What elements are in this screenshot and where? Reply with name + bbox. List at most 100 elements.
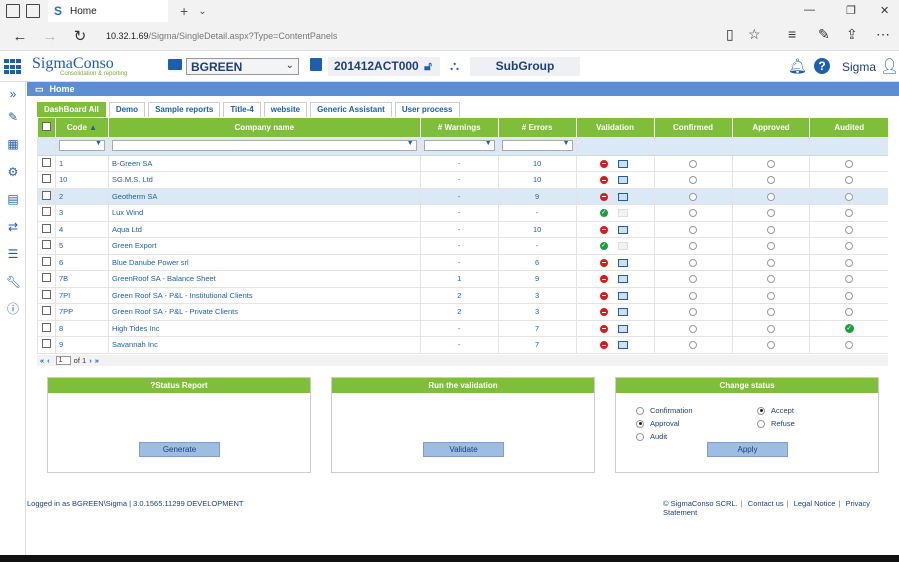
audited-radio[interactable] bbox=[845, 275, 854, 284]
table-row[interactable]: 9 Savannah Inc -7 bbox=[37, 336, 888, 354]
option-confirmation[interactable]: Confirmation bbox=[636, 406, 693, 415]
option-approval[interactable]: Approval bbox=[636, 419, 680, 428]
filter-icon[interactable]: ▼ bbox=[484, 140, 492, 148]
generate-button[interactable]: Generate bbox=[139, 442, 220, 457]
forward-arrow-icon[interactable]: → bbox=[42, 27, 58, 45]
confirmed-radio[interactable] bbox=[689, 209, 698, 218]
tab-demo[interactable]: Demo bbox=[108, 102, 146, 117]
app-launcher-icon[interactable] bbox=[4, 59, 22, 75]
period-selector[interactable]: 201412ACT000 🔓︎ bbox=[328, 57, 440, 76]
company-name-cell[interactable]: Lux Wind bbox=[107, 204, 421, 222]
company-name-cell[interactable]: Blue Danube Power srl bbox=[107, 254, 421, 271]
table-row[interactable]: 7PP Green Roof SA - P&L - Private Clients… bbox=[37, 303, 888, 321]
company-name-cell[interactable]: High Tides Inc bbox=[107, 320, 421, 337]
audited-radio[interactable] bbox=[845, 159, 854, 168]
audited-radio[interactable] bbox=[845, 209, 854, 218]
approved-radio[interactable] bbox=[766, 291, 775, 300]
validation-report-icon[interactable] bbox=[617, 225, 628, 234]
row-checkbox[interactable] bbox=[41, 157, 51, 167]
audited-radio[interactable] bbox=[845, 291, 854, 300]
favorite-star-icon[interactable]: ☆ bbox=[748, 26, 761, 42]
approved-radio[interactable] bbox=[766, 324, 775, 333]
column-header-errors[interactable]: # Errors bbox=[497, 118, 577, 137]
company-name-cell[interactable]: SG.M.S. Ltd bbox=[107, 171, 421, 189]
table-row[interactable]: 8 High Tides Inc -7 ✓ bbox=[37, 320, 888, 337]
subgroup-selector[interactable]: SubGroup bbox=[470, 57, 580, 76]
reading-view-icon[interactable]: ▯ bbox=[726, 26, 734, 42]
expand-sidebar-icon[interactable]: » bbox=[9, 87, 17, 101]
confirmed-radio[interactable] bbox=[689, 308, 698, 317]
filter-icon[interactable]: ▼ bbox=[562, 140, 570, 148]
bell-icon[interactable]: 🔔︎ bbox=[788, 58, 808, 75]
validation-report-icon[interactable] bbox=[617, 341, 628, 350]
approved-radio[interactable] bbox=[766, 275, 775, 284]
validation-report-icon[interactable] bbox=[617, 291, 628, 300]
audited-radio[interactable] bbox=[845, 225, 854, 234]
column-header-audited[interactable]: Audited bbox=[809, 118, 888, 137]
audited-radio[interactable] bbox=[845, 242, 854, 251]
approved-radio[interactable] bbox=[766, 242, 775, 251]
validation-report-icon[interactable] bbox=[617, 192, 628, 201]
confirmed-radio[interactable] bbox=[689, 341, 698, 350]
code-cell[interactable]: 7PP bbox=[54, 303, 109, 321]
accept-radio[interactable] bbox=[757, 406, 765, 415]
transfer-icon[interactable]: ⇄ bbox=[7, 220, 19, 234]
contact-us-link[interactable]: Contact us bbox=[747, 499, 784, 508]
validation-report-icon[interactable] bbox=[617, 258, 628, 267]
company-name-cell[interactable]: Green Export bbox=[107, 237, 421, 255]
company-name-cell[interactable]: B-Green SA bbox=[107, 155, 421, 172]
confirmation-radio[interactable] bbox=[636, 406, 644, 415]
row-checkbox[interactable] bbox=[41, 207, 51, 217]
table-row[interactable]: 5 Green Export - - ✓ bbox=[37, 237, 888, 255]
refresh-icon[interactable]: ↻ bbox=[73, 28, 87, 45]
first-page-icon[interactable]: « bbox=[40, 356, 45, 365]
unlock-icon[interactable]: 🔓︎ bbox=[424, 59, 432, 73]
restore-icon[interactable]: ❐ bbox=[846, 5, 856, 17]
audited-radio[interactable] bbox=[845, 192, 854, 201]
tab-user-process[interactable]: User process bbox=[394, 102, 460, 117]
audited-radio[interactable] bbox=[845, 341, 854, 350]
company-name-cell[interactable]: Savannah Inc bbox=[107, 336, 421, 354]
column-header-approved[interactable]: Approved bbox=[731, 118, 810, 137]
calendar-icon[interactable] bbox=[310, 58, 322, 71]
audit-radio[interactable] bbox=[636, 432, 644, 441]
table-row[interactable]: 7B GreenRoof SA - Balance Sheet 1 9 bbox=[37, 270, 888, 288]
row-checkbox[interactable] bbox=[41, 306, 51, 316]
table-row[interactable]: 3 Lux Wind - - ✓ bbox=[37, 204, 888, 222]
settings-gears-icon[interactable]: ⚙ bbox=[7, 165, 19, 179]
row-checkbox[interactable] bbox=[41, 256, 51, 266]
column-header-confirmed[interactable]: Confirmed bbox=[653, 118, 733, 137]
code-cell[interactable]: 8 bbox=[54, 320, 109, 337]
share-icon[interactable]: ⇪ bbox=[846, 26, 858, 42]
code-cell[interactable]: 1 bbox=[54, 155, 109, 172]
tab-generic-assistant[interactable]: Generic Assistant bbox=[310, 102, 392, 117]
row-checkbox[interactable] bbox=[41, 322, 51, 332]
row-checkbox[interactable] bbox=[41, 289, 51, 299]
tab-sample-reports[interactable]: Sample reports bbox=[148, 102, 221, 117]
table-row[interactable]: 6 Blue Danube Power srl -6 bbox=[37, 254, 888, 271]
code-cell[interactable]: 6 bbox=[54, 254, 109, 271]
confirmed-radio[interactable] bbox=[689, 275, 698, 284]
apply-button[interactable]: Apply bbox=[707, 442, 788, 457]
hub-icon[interactable]: ≡ bbox=[788, 26, 797, 42]
wrench-icon[interactable]: 🔧︎ bbox=[6, 275, 22, 289]
user-icon[interactable]: 👤︎ bbox=[880, 58, 899, 75]
close-icon[interactable]: ✕ bbox=[880, 5, 890, 17]
column-header-validation[interactable]: Validation bbox=[575, 118, 655, 137]
tab-title-4[interactable]: Title-4 bbox=[223, 102, 261, 117]
validation-report-icon[interactable] bbox=[617, 324, 628, 333]
row-checkbox[interactable] bbox=[41, 240, 51, 250]
entity-select[interactable]: BGREEN ⌄ bbox=[186, 58, 299, 75]
table-row[interactable]: 2 Geotherm SA -9 bbox=[37, 188, 888, 205]
confirmed-radio[interactable] bbox=[689, 242, 698, 251]
approved-radio[interactable] bbox=[766, 176, 775, 185]
approved-radio[interactable] bbox=[766, 159, 775, 168]
confirmed-radio[interactable] bbox=[689, 192, 698, 201]
confirmed-radio[interactable] bbox=[689, 159, 698, 168]
warnings-filter-input[interactable]: ▼ bbox=[423, 140, 495, 152]
tab-website[interactable]: website bbox=[263, 102, 308, 117]
company-name-cell[interactable]: Aqua Ltd bbox=[107, 221, 421, 238]
help-icon[interactable]: ? bbox=[814, 58, 830, 74]
filter-icon[interactable]: ▼ bbox=[406, 140, 414, 148]
company-filter-input[interactable]: ▼ bbox=[111, 140, 417, 152]
